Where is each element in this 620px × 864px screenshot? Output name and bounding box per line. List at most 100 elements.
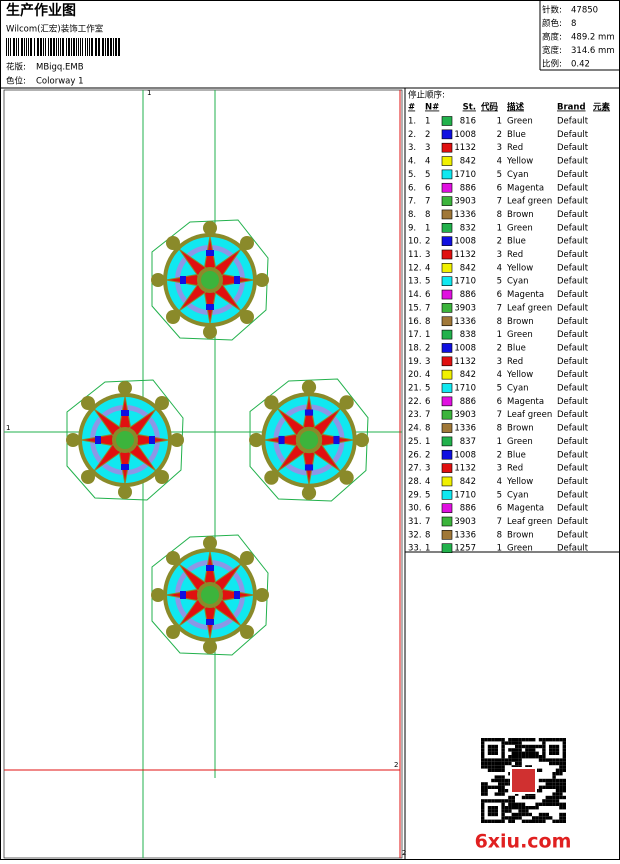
- barcode-bar: [10, 38, 11, 56]
- cell: Default: [557, 277, 589, 287]
- qr-cell: [491, 812, 495, 817]
- qr-cell: [521, 755, 526, 759]
- cell: 1: [497, 437, 502, 447]
- cell: 30.: [408, 504, 422, 514]
- qr-cell: [538, 738, 543, 742]
- cell: 3.: [408, 143, 416, 153]
- color-swatch: [441, 356, 453, 367]
- qr-cell: [545, 799, 549, 803]
- cell: Red: [507, 143, 523, 153]
- qr-cell: [487, 738, 492, 742]
- qr-cell: [549, 816, 553, 820]
- cell: Default: [557, 437, 589, 447]
- cell: Default: [557, 490, 589, 500]
- qr-cell: [518, 744, 522, 749]
- qr-cell: [549, 785, 553, 789]
- qr-cell: [481, 744, 485, 749]
- cell: 2: [425, 237, 430, 247]
- qr-cell: [481, 809, 485, 813]
- cell: 1008: [454, 450, 476, 460]
- cell: 4: [425, 477, 430, 487]
- cell: Default: [557, 517, 589, 527]
- barcode-bar: [95, 38, 97, 56]
- qr-cell: [504, 778, 509, 783]
- qr-cell: [515, 744, 519, 749]
- qr-cell: [562, 758, 566, 762]
- colorway-label: 色位:: [6, 76, 26, 87]
- cell: 8: [497, 530, 502, 540]
- cell: 22.: [408, 397, 422, 407]
- cell: 2: [425, 450, 430, 460]
- qr-cell: [542, 744, 546, 749]
- qr-cell: [484, 765, 488, 769]
- qr-cell: [504, 806, 509, 810]
- motif: [65, 379, 185, 501]
- cell: 1.: [408, 117, 416, 127]
- qr-cell: [504, 799, 509, 803]
- qr-cell: [559, 792, 563, 796]
- cell: 7: [425, 197, 430, 207]
- qr-cell: [491, 778, 495, 783]
- stat-label: 针数:: [542, 5, 562, 16]
- qr-cell: [515, 765, 519, 769]
- cell: 19.: [408, 357, 422, 367]
- cell: Brown: [507, 210, 534, 220]
- qr-cell: [491, 738, 495, 742]
- color-swatch: [441, 116, 453, 126]
- cell: Cyan: [507, 384, 529, 394]
- qr-cell: [532, 816, 536, 820]
- qr-cell: [494, 819, 498, 823]
- qr-cell: [555, 792, 560, 796]
- company: Wilcom(汇宏)装饰工作室: [6, 24, 104, 35]
- qr-cell: [562, 819, 566, 823]
- column-header: 代码: [480, 102, 499, 113]
- qr-cell: [501, 748, 505, 752]
- color-swatch: [441, 196, 453, 206]
- qr-cell: [549, 761, 553, 766]
- barcode-bar: [50, 38, 52, 56]
- qr-cell: [487, 799, 492, 803]
- barcode-bar: [26, 38, 27, 56]
- color-swatch: [441, 369, 453, 380]
- qr-cell: [487, 765, 492, 769]
- barcode-bar: [30, 38, 32, 56]
- qr-cell: [494, 758, 498, 762]
- barcode-bar: [37, 38, 39, 56]
- design-frame: [3, 89, 403, 859]
- cell: Magenta: [507, 290, 544, 300]
- qr-cell: [498, 785, 502, 789]
- qr-cell: [555, 738, 560, 742]
- cell: Green: [507, 437, 533, 447]
- qr-cell: [552, 778, 556, 783]
- marker-label: 1: [6, 424, 10, 432]
- qr-cell: [494, 744, 498, 749]
- cell: 1132: [454, 143, 476, 153]
- cell: Cyan: [507, 170, 529, 180]
- cell: 31.: [408, 517, 422, 527]
- qr-cell: [508, 758, 512, 762]
- qr-cell: [501, 819, 505, 823]
- barcode-bar: [80, 38, 81, 56]
- cell: 4: [497, 263, 502, 273]
- qr-cell: [481, 785, 485, 789]
- qr-cell: [545, 785, 549, 789]
- cell: 14.: [408, 290, 422, 300]
- barcode-bar: [45, 38, 46, 56]
- qr-cell: [545, 758, 549, 762]
- qr-cell: [518, 758, 522, 762]
- barcode-bar: [13, 38, 15, 56]
- qr-cell: [552, 785, 556, 789]
- qr-cell: [555, 761, 560, 766]
- qr-cell: [562, 778, 566, 783]
- cell: 842: [460, 477, 476, 487]
- qr-cell: [508, 799, 512, 803]
- qr-cell: [559, 738, 563, 742]
- cell: 1: [425, 330, 430, 340]
- qr-cell: [487, 744, 492, 749]
- cell: 8: [497, 424, 502, 434]
- color-swatch: [441, 463, 453, 473]
- qr-cell: [501, 789, 505, 793]
- qr-cell: [532, 744, 536, 749]
- qr-cell: [501, 785, 505, 789]
- qr-cell: [525, 765, 529, 769]
